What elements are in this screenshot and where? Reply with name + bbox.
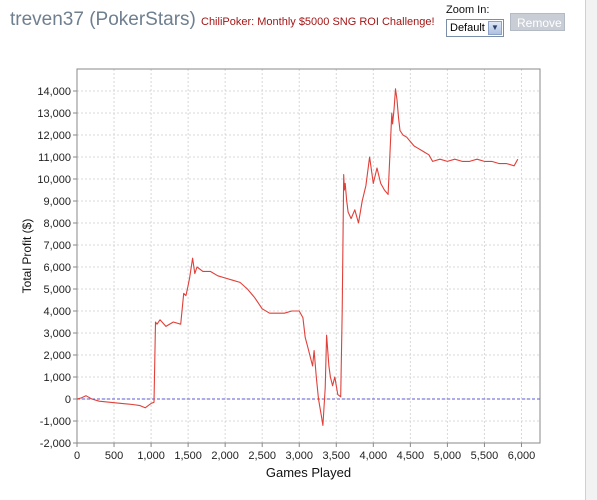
y-tick-label: 5,000 [43, 284, 71, 296]
y-tick-label: 4,000 [43, 306, 71, 318]
plot-area [76, 68, 541, 444]
remove-button[interactable]: Remove [510, 13, 565, 31]
y-tick-label: 14,000 [37, 86, 71, 98]
chart-header: treven37 (PokerStars) ChiliPoker: Monthl… [0, 0, 585, 44]
x-tick-label: 4,500 [397, 450, 425, 462]
chart-grid [76, 69, 540, 444]
series-line-total-profit [76, 88, 519, 426]
x-axis-ticks: 0 500 1,000 1,500 2,000 2,500 3,000 3,500 4,000 4… [74, 443, 535, 462]
y-tick-label: 11,000 [38, 152, 71, 164]
y-tick-label: 9,000 [43, 196, 71, 208]
chevron-down-icon[interactable]: ▼ [488, 21, 502, 35]
y-axis-ticks: -2,000 -1,000 0 1,000 2,000 3,000 4,000 5,000 6,… [37, 86, 77, 450]
y-tick-label: 0 [65, 394, 71, 406]
zoom-select[interactable]: Default ▼ [446, 19, 504, 37]
x-tick-label: 0 [74, 450, 80, 462]
x-tick-label: 3,500 [323, 450, 351, 462]
x-tick-label: 3,000 [285, 450, 313, 462]
x-tick-label: 2,000 [211, 450, 239, 462]
x-tick-label: 500 [105, 450, 123, 462]
zoom-select-value: Default [450, 22, 485, 34]
y-axis-label: Total Profit ($) [20, 219, 34, 294]
x-tick-label: 1,500 [174, 450, 202, 462]
x-tick-label: 5,000 [434, 450, 462, 462]
y-tick-label: 10,000 [37, 174, 71, 186]
y-tick-label: 2,000 [43, 350, 71, 362]
y-tick-label: 8,000 [43, 218, 71, 230]
y-tick-label: 6,000 [43, 262, 71, 274]
window-edge [585, 0, 597, 500]
player-name: treven37 (PokerStars) [10, 9, 196, 30]
y-tick-label: -1,000 [40, 416, 71, 428]
y-tick-label: 13,000 [37, 108, 71, 120]
challenge-link[interactable]: ChiliPoker: Monthly $5000 SNG ROI Challe… [201, 16, 435, 28]
profit-chart: 0 500 1,000 1,500 2,000 2,500 3,000 3,500 4,000 4… [20, 68, 541, 480]
x-axis-label: Games Played [266, 465, 351, 480]
x-tick-label: 5,500 [471, 450, 499, 462]
y-tick-label: 7,000 [43, 240, 71, 252]
zoom-label: Zoom In: [446, 4, 490, 16]
y-tick-label: 1,000 [43, 372, 71, 384]
y-tick-label: -2,000 [40, 438, 71, 450]
x-tick-label: 1,000 [137, 450, 165, 462]
y-tick-label: 3,000 [43, 328, 71, 340]
x-tick-label: 6,000 [508, 450, 536, 462]
x-tick-label: 4,000 [360, 450, 388, 462]
x-tick-label: 2,500 [248, 450, 276, 462]
y-tick-label: 12,000 [37, 130, 71, 142]
